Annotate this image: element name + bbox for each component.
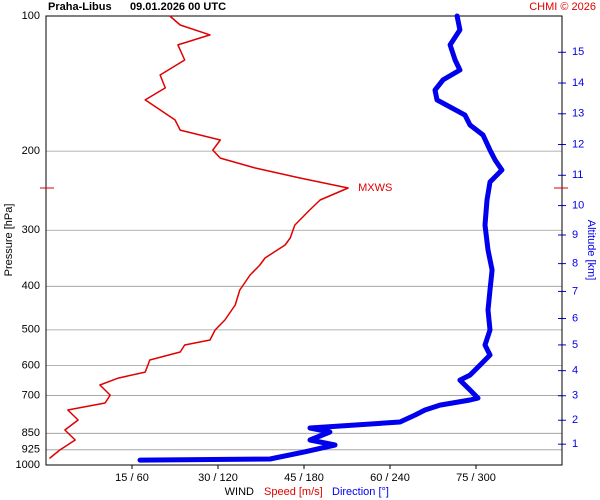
y2-tick-label: 3 — [572, 390, 578, 402]
chart-subtitle: 09.01.2026 00 UTC — [130, 1, 226, 13]
y2-tick-label: 15 — [572, 46, 584, 58]
y2-tick-label: 14 — [572, 77, 584, 89]
y-tick-label: 300 — [22, 224, 40, 236]
x-tick-label: 45 / 180 — [284, 472, 324, 484]
y2-tick-label: 1 — [572, 438, 578, 450]
y2-tick-label: 8 — [572, 258, 578, 270]
legend-entry: Direction [°] — [332, 486, 389, 498]
profile-line — [137, 13, 505, 463]
y2-tick-label: 9 — [572, 229, 578, 241]
y2-tick-label: 10 — [572, 199, 584, 211]
profile-line — [49, 15, 349, 459]
y2-tick-label: 5 — [572, 339, 578, 351]
y2-tick-label: 4 — [572, 365, 578, 377]
y2-tick-label: 2 — [572, 414, 578, 426]
x-tick-label: 30 / 120 — [198, 472, 238, 484]
x-axis-label: WIND — [225, 486, 254, 498]
y2-tick-label: 13 — [572, 108, 584, 120]
y-tick-label: 700 — [22, 389, 40, 401]
y-tick-label: 925 — [22, 444, 40, 456]
y-tick-label: 600 — [22, 359, 40, 371]
y-axis-label: Pressure [hPa] — [3, 204, 15, 277]
y-tick-label: 1000 — [16, 459, 40, 471]
y-tick-label: 850 — [22, 427, 40, 439]
y-tick-label: 200 — [22, 145, 40, 157]
y2-tick-label: 12 — [572, 138, 584, 150]
annotation: MXWS — [358, 182, 392, 194]
x-tick-label: 60 / 240 — [370, 472, 410, 484]
y-tick-label: 100 — [22, 10, 40, 22]
x-tick-label: 15 / 60 — [115, 472, 149, 484]
legend-entry: Speed [m/s] — [264, 486, 323, 498]
x-tick-label: 75 / 300 — [456, 472, 496, 484]
y-tick-label: 500 — [22, 324, 40, 336]
chart-title: Praha-Libus — [48, 1, 112, 13]
y2-tick-label: 11 — [572, 169, 583, 181]
y2-tick-label: 6 — [572, 312, 578, 324]
y2-axis-label: Altitude [km] — [585, 220, 597, 281]
plot-frame — [45, 15, 563, 466]
y2-tick-label: 7 — [572, 285, 578, 297]
credit: CHMI © 2026 — [529, 1, 596, 13]
y-tick-label: 400 — [22, 280, 40, 292]
